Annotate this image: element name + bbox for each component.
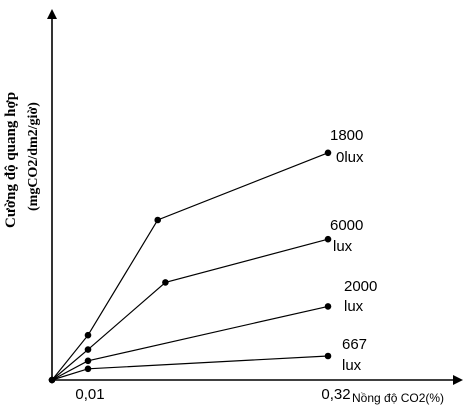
data-point-1-2 <box>162 279 169 286</box>
data-point-0-3 <box>324 149 332 157</box>
y-axis-label: Cường độ quang hợp <box>3 92 19 228</box>
series-label-top-2: 2000 <box>344 278 377 295</box>
y-axis-label-group: Cường độ quang hợp <box>3 92 19 228</box>
data-point-2-2 <box>324 303 332 310</box>
series-label-bottom-3: lux <box>342 357 362 374</box>
data-point-0-2 <box>154 216 161 224</box>
series-label-top-3: 667 <box>342 336 367 353</box>
series-label-bottom-1: lux <box>333 238 353 255</box>
series-layer <box>48 149 332 384</box>
series-line-0 <box>51 152 329 381</box>
series-labels: 1800 0lux 6000 lux 2000 lux 667 lux <box>330 127 377 374</box>
series-label-bottom-0: 0lux <box>336 149 364 166</box>
data-point-1-1 <box>84 346 92 353</box>
y-axis-unit-group: (mgCO2/dm2/giờ) <box>26 102 41 211</box>
data-point-3-2 <box>324 352 332 360</box>
data-point-0-1 <box>84 331 92 339</box>
series-label-top-0: 1800 <box>330 127 363 144</box>
series-label-bottom-2: lux <box>344 298 364 315</box>
data-point-3-0 <box>48 376 56 384</box>
x-axis-label: Nồng độ CO2(%) <box>352 391 444 405</box>
x-tick-label-1: 0,32 <box>321 386 350 403</box>
series-line-1 <box>51 238 329 381</box>
y-axis-unit: (mgCO2/dm2/giờ) <box>26 102 41 211</box>
data-point-2-1 <box>84 357 92 365</box>
x-tick-label-0: 0,01 <box>75 386 104 403</box>
series-label-top-1: 6000 <box>330 217 363 234</box>
data-point-3-1 <box>84 365 92 373</box>
data-point-1-3 <box>324 235 332 243</box>
